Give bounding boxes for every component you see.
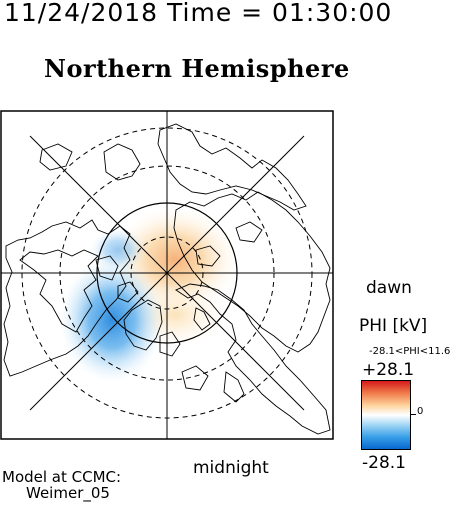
dawn-label: dawn [366, 278, 412, 298]
timestamp-text: 11/24/2018 Time = 01:30:00 [4, 0, 393, 27]
midnight-label: midnight [193, 458, 269, 478]
colorbar-max-label: +28.1 [362, 360, 415, 380]
map-title: Northern Hemisphere [44, 54, 350, 83]
colorbar-range: -28.1<PHI<11.6 [369, 346, 451, 357]
colorbar-min-label: -28.1 [362, 453, 406, 473]
negative-potential-upper [90, 228, 146, 272]
polar-map-svg [0, 110, 334, 440]
colorbar-zero-label: 0 [417, 406, 424, 417]
colorbar [361, 380, 411, 450]
negative-potential-cell [60, 258, 164, 382]
meridian-line [29, 135, 305, 411]
coastlines [3, 123, 331, 435]
model-credit: Model at CCMC: [2, 468, 122, 486]
model-name: Weimer_05 [26, 484, 110, 502]
colorbar-title: PHI [kV] [359, 316, 428, 336]
polar-map [0, 110, 334, 440]
colorbar-zero-tick [411, 414, 416, 415]
